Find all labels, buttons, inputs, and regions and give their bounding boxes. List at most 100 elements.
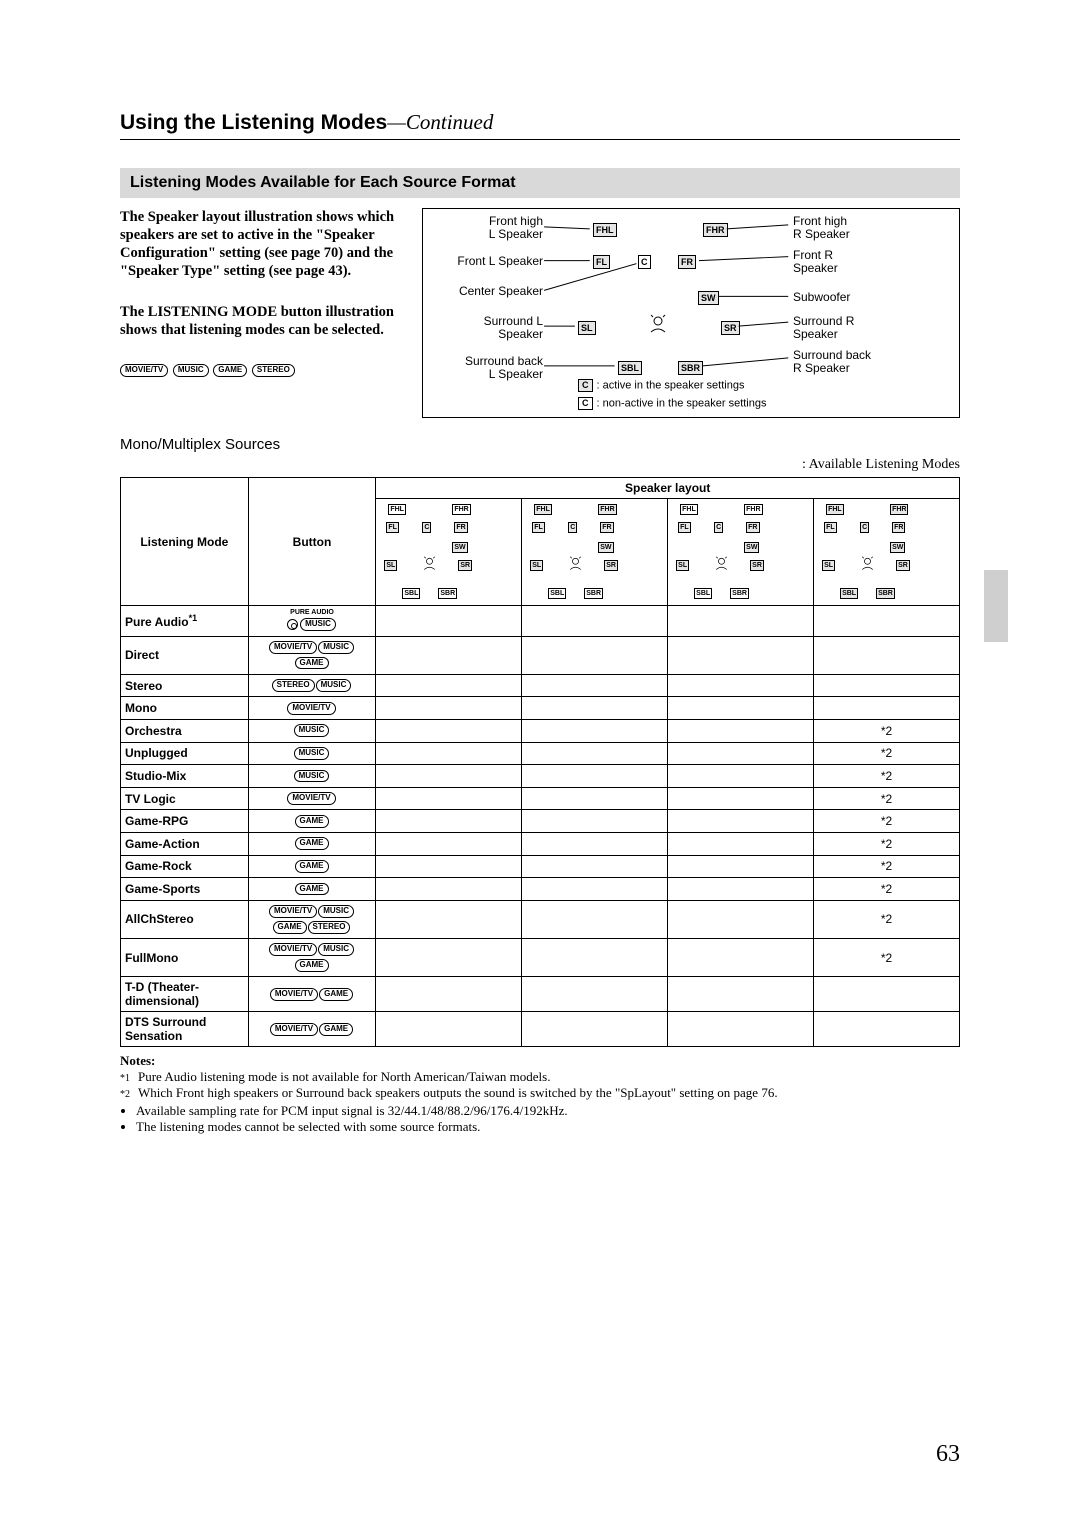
mini-fhr: FHR	[598, 504, 616, 515]
table-row: Game-ActionGAME*2	[121, 832, 960, 855]
table-row: T-D (Theater-dimensional)MOVIE/TVGAME	[121, 977, 960, 1012]
mini-sw: SW	[452, 542, 467, 553]
mode-buttons: MUSIC	[248, 765, 376, 788]
pill-music: MUSIC	[294, 747, 330, 760]
mark-cell	[668, 697, 814, 720]
table-row: Game-RPGGAME*2	[121, 810, 960, 833]
mini-sbr: SBR	[876, 588, 895, 599]
mini-sl: SL	[822, 560, 835, 571]
mark-cell	[668, 810, 814, 833]
mode-name: FullMono	[121, 938, 249, 976]
mark-cell: *2	[814, 719, 960, 742]
pill-movie-tv: MOVIE/TV	[269, 641, 317, 654]
pill-music: MUSIC	[173, 364, 209, 377]
mark-cell	[376, 742, 522, 765]
pill-movie-tv: MOVIE/TV	[270, 1023, 318, 1036]
table-row: OrchestraMUSIC*2	[121, 719, 960, 742]
th-layout-0: FHLFHRFLCFRSWSLSRSBLSBR	[376, 499, 522, 606]
mode-name: AllChStereo	[121, 900, 249, 938]
pill-game: GAME	[213, 364, 247, 377]
source-heading: Mono/Multiplex Sources	[120, 436, 960, 453]
mark-cell	[668, 606, 814, 637]
mark-cell	[522, 938, 668, 976]
pill-game: GAME	[295, 837, 329, 850]
mini-sw: SW	[598, 542, 613, 553]
mark-cell	[376, 636, 522, 674]
pure-audio-icon	[287, 619, 298, 630]
mode-name: Orchestra	[121, 719, 249, 742]
mode-name: DTS Surround Sensation	[121, 1012, 249, 1047]
legend-active: C: active in the speaker settings	[578, 379, 744, 392]
mark-cell	[522, 1012, 668, 1047]
intro-pills: MOVIE/TV MUSIC GAME STEREO	[120, 361, 410, 379]
mode-buttons: STEREOMUSIC	[248, 674, 376, 697]
mini-listener-icon	[568, 556, 583, 571]
mini-fl: FL	[824, 522, 837, 533]
pill-game: GAME	[295, 959, 329, 972]
mode-buttons: GAME	[248, 810, 376, 833]
mark-cell: *2	[814, 742, 960, 765]
mark-cell	[376, 878, 522, 901]
modes-table: Listening Mode Button Speaker layout FHL…	[120, 477, 960, 1047]
mark-cell	[522, 832, 668, 855]
mini-c: C	[568, 522, 577, 533]
mark-cell	[376, 900, 522, 938]
mark-cell	[668, 900, 814, 938]
th-layout: Speaker layout	[376, 478, 960, 499]
title-continued: —Continued	[387, 110, 493, 134]
note-bullet-1: Available sampling rate for PCM input si…	[136, 1103, 960, 1119]
table-row: Game-SportsGAME*2	[121, 878, 960, 901]
speaker-diagram: Front highL Speaker Front L Speaker Cent…	[422, 208, 960, 418]
mode-buttons: MUSIC	[248, 742, 376, 765]
pill-music: MUSIC	[294, 770, 330, 783]
mark-cell	[522, 719, 668, 742]
mini-sbl: SBL	[694, 588, 712, 599]
note-bullet-2: The listening modes cannot be selected w…	[136, 1119, 960, 1135]
pill-game: GAME	[295, 860, 329, 873]
section-title: Using the Listening Modes—Continued	[120, 110, 960, 140]
mini-listener-icon	[422, 556, 437, 571]
mini-sr: SR	[750, 560, 764, 571]
mini-fhl: FHL	[388, 504, 406, 515]
pill-music: MUSIC	[318, 943, 354, 956]
mark-cell	[522, 878, 668, 901]
intro-left: The Speaker layout illustration shows wh…	[120, 208, 410, 418]
mark-cell	[814, 1012, 960, 1047]
mini-fr: FR	[454, 522, 467, 533]
mode-name: Mono	[121, 697, 249, 720]
mode-buttons: GAME	[248, 832, 376, 855]
mark-cell	[668, 938, 814, 976]
mini-fr: FR	[600, 522, 613, 533]
legend-nonactive: C: non-active in the speaker settings	[578, 397, 766, 410]
mini-fr: FR	[892, 522, 905, 533]
th-layout-3: FHLFHRFLCFRSWSLSRSBLSBR	[814, 499, 960, 606]
mini-sbl: SBL	[840, 588, 858, 599]
mode-name: Pure Audio*1	[121, 606, 249, 637]
mini-sbr: SBR	[584, 588, 603, 599]
pill-movie-tv: MOVIE/TV	[269, 905, 317, 918]
mark-cell	[376, 977, 522, 1012]
mark-cell	[376, 787, 522, 810]
table-row: StereoSTEREOMUSIC	[121, 674, 960, 697]
notes: Notes: *1Pure Audio listening mode is no…	[120, 1053, 960, 1135]
mini-sbr: SBR	[730, 588, 749, 599]
table-row: MonoMOVIE/TV	[121, 697, 960, 720]
mini-sbl: SBL	[402, 588, 420, 599]
pill-music: MUSIC	[300, 618, 336, 631]
mini-c: C	[422, 522, 431, 533]
mark-cell	[668, 787, 814, 810]
mode-buttons: MOVIE/TV	[248, 697, 376, 720]
mark-cell	[814, 606, 960, 637]
mark-cell	[522, 855, 668, 878]
pill-game: GAME	[295, 815, 329, 828]
mark-cell: *2	[814, 878, 960, 901]
mark-cell	[668, 742, 814, 765]
table-row: AllChStereoMOVIE/TVMUSICGAMESTEREO*2	[121, 900, 960, 938]
pill-movie: MOVIE/TV	[120, 364, 168, 377]
mark-cell	[376, 1012, 522, 1047]
mark-cell: *2	[814, 810, 960, 833]
mark-cell	[522, 636, 668, 674]
mini-sbl: SBL	[548, 588, 566, 599]
mark-cell: *2	[814, 765, 960, 788]
mini-fr: FR	[746, 522, 759, 533]
